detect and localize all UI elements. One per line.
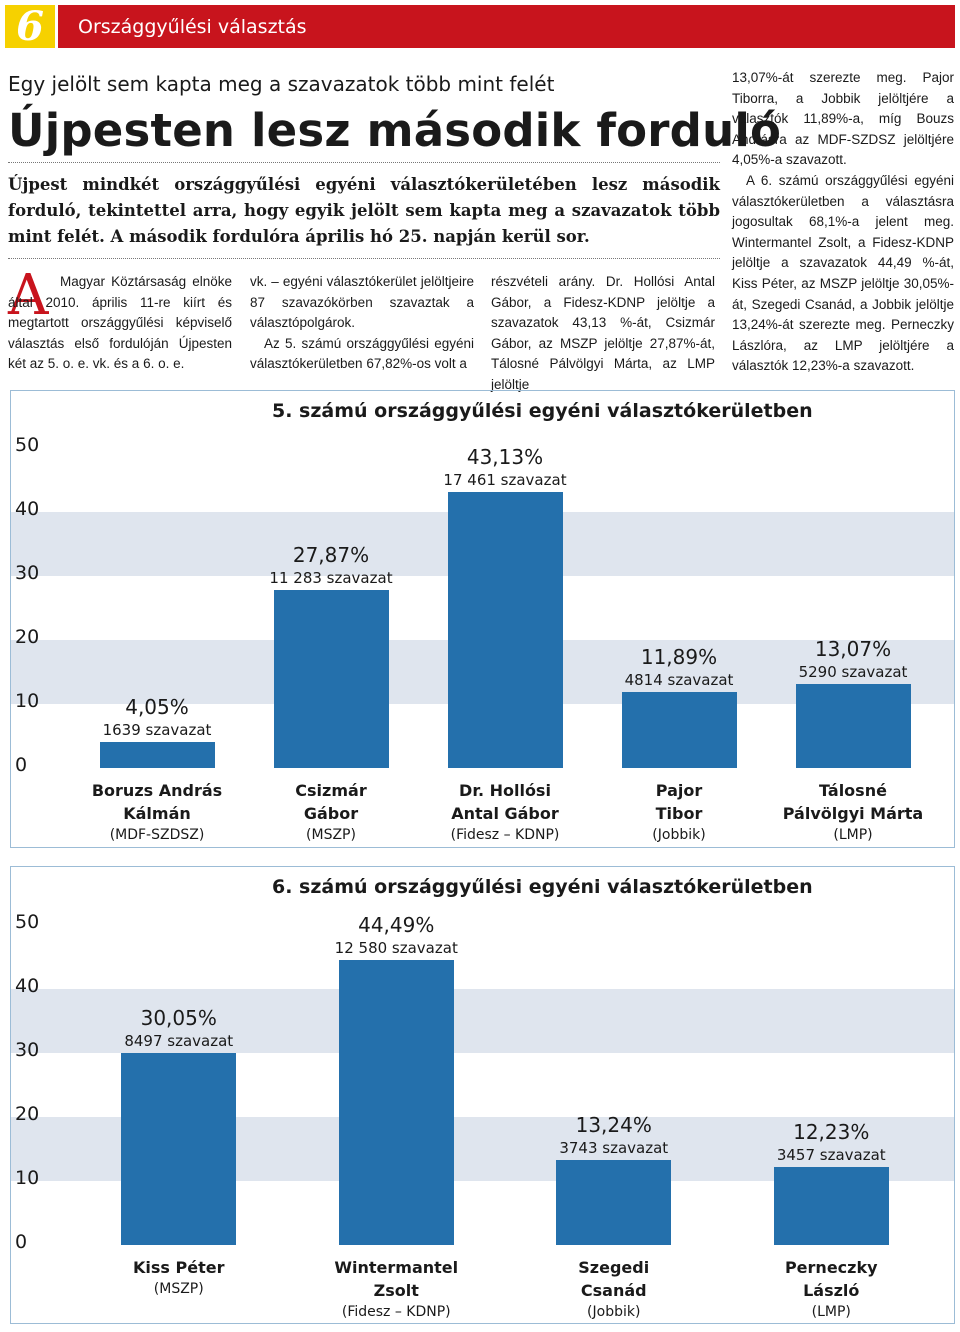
category-label: Wintermantel Zsolt	[334, 1258, 459, 1300]
text-column: 13,07%-át szerezte meg. Pajor Tiborra, a…	[732, 68, 954, 377]
bar	[273, 589, 389, 768]
y-tick-label: 0	[15, 754, 28, 776]
vote-label: 8497 szavazat	[124, 1031, 234, 1050]
bar	[447, 491, 563, 768]
party-label: (MSZP)	[153, 1281, 204, 1297]
y-tick-label: 20	[15, 626, 40, 648]
party-label: (Fidesz – KDNP)	[450, 827, 560, 843]
category-label: Perneczky László	[784, 1258, 878, 1300]
party-label: (MDF-SZDSZ)	[109, 827, 205, 843]
party-label: (MSZP)	[306, 827, 356, 843]
paragraph: A 6. számú országgyűlési egyéni választó…	[732, 172, 954, 374]
text-column: részvételi arány. Dr. Hollósi Antal Gábo…	[491, 272, 715, 396]
value-label: 30,05%	[140, 1005, 217, 1030]
bar	[795, 684, 911, 768]
vote-label: 1639 szavazat	[102, 721, 212, 740]
y-tick-label: 40	[15, 975, 40, 997]
text-column: vk. – egyéni választókerület jelöltjeire…	[250, 272, 474, 375]
value-label: 11,89%	[640, 644, 718, 669]
category-label: Szegedi Csanád	[578, 1258, 650, 1300]
value-label: 27,87%	[292, 542, 370, 567]
y-tick-label: 50	[15, 911, 40, 933]
text-column: Magyar Köztársaság elnöke által 2010. áp…	[8, 272, 232, 375]
vote-label: 3457 szavazat	[776, 1145, 886, 1164]
party-label: (Jobbik)	[587, 1304, 641, 1320]
y-tick-label: 40	[15, 498, 40, 520]
category-label: Tálosné Pálvölgyi Márta	[782, 781, 924, 823]
headline: Újpesten lesz második forduló	[8, 104, 782, 157]
paragraph: vk. – egyéni választókerület jelöltjeire…	[250, 274, 474, 331]
grid-band	[11, 989, 954, 1053]
party-label: (LMP)	[833, 827, 873, 843]
category-label: Boruzs András Kálmán	[91, 781, 223, 823]
y-tick-label: 20	[15, 1103, 40, 1125]
paragraph: Magyar Köztársaság elnöke által 2010. áp…	[8, 274, 232, 372]
bar	[99, 742, 215, 768]
bar	[556, 1160, 672, 1245]
chart-title: 5. számú országgyűlési egyéni választóke…	[272, 400, 813, 422]
chart-title: 6. számú országgyűlési egyéni választóke…	[272, 876, 813, 898]
value-label: 44,49%	[358, 913, 435, 938]
y-tick-label: 30	[15, 1039, 40, 1061]
value-label: 4,05%	[125, 695, 189, 720]
chart-frame	[10, 866, 955, 1324]
kicker: Egy jelölt sem kapta meg a szavazatok tö…	[8, 72, 555, 96]
page-number: 6	[5, 5, 55, 49]
section-title: Országgyűlési választás	[78, 16, 307, 38]
chart-frame	[10, 390, 955, 848]
category-label: Pajor Tibor	[655, 781, 703, 823]
party-label: (Jobbik)	[652, 827, 706, 843]
bar	[338, 960, 454, 1245]
bar	[773, 1166, 889, 1245]
divider	[8, 258, 720, 259]
lead: Újpest mindkét országgyűlési egyéni vála…	[8, 175, 720, 246]
value-label: 13,24%	[575, 1113, 652, 1138]
paragraph: 13,07%-át szerezte meg. Pajor Tiborra, a…	[732, 70, 954, 168]
value-label: 13,07%	[814, 637, 892, 662]
value-label: 43,13%	[466, 444, 544, 469]
category-label: Dr. Hollósi Antal Gábor	[451, 781, 559, 823]
category-label: Csizmár Gábor	[295, 781, 367, 823]
section-bar: Országgyűlési választás	[58, 5, 955, 48]
drop-cap: A	[8, 263, 49, 328]
paragraph: Az 5. számú országgyűlési egyéni választ…	[250, 335, 474, 372]
y-tick-label: 50	[15, 434, 40, 456]
bar	[621, 691, 737, 768]
paragraph: részvételi arány. Dr. Hollósi Antal Gábo…	[491, 274, 715, 392]
category-label: Kiss Péter	[133, 1258, 225, 1277]
y-tick-label: 10	[15, 1167, 40, 1189]
bar	[121, 1052, 237, 1245]
vote-label: 11 283 szavazat	[269, 568, 393, 587]
y-tick-label: 10	[15, 690, 40, 712]
vote-label: 5290 szavazat	[798, 663, 908, 682]
vote-label: 3743 szavazat	[559, 1139, 669, 1158]
y-tick-label: 0	[15, 1231, 28, 1253]
value-label: 12,23%	[793, 1119, 870, 1144]
y-tick-label: 30	[15, 562, 40, 584]
divider	[8, 162, 720, 163]
party-label: (LMP)	[811, 1304, 851, 1320]
vote-label: 12 580 szavazat	[334, 939, 458, 958]
party-label: (Fidesz – KDNP)	[341, 1304, 451, 1320]
vote-label: 17 461 szavazat	[443, 470, 567, 489]
vote-label: 4814 szavazat	[624, 670, 734, 689]
